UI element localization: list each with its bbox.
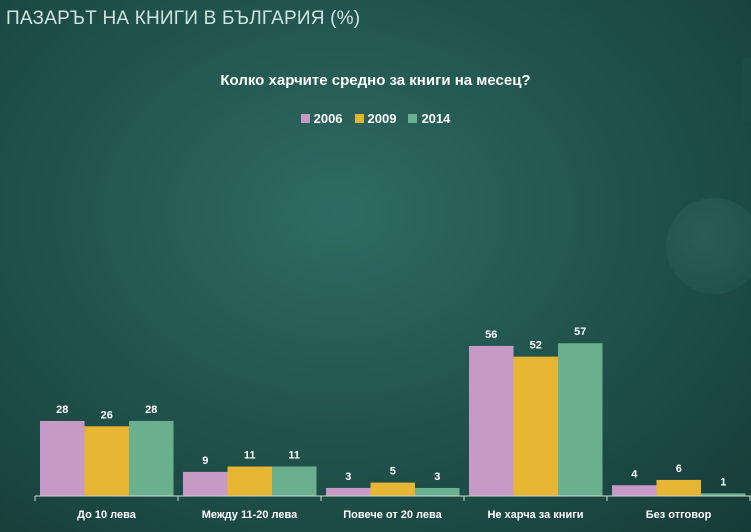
category-label-1: Между 11-20 лева <box>202 509 298 521</box>
bar-2014-1 <box>272 466 317 496</box>
data-label-2006-2: 3 <box>345 471 351 483</box>
legend-swatch-2006 <box>300 114 310 123</box>
data-label-2006-0: 28 <box>56 404 68 416</box>
legend-label-2009: 2009 <box>367 111 397 126</box>
bar-2006-1 <box>183 471 228 496</box>
category-label-3: Не харча за книги <box>487 509 583 521</box>
bar-2009-0 <box>84 426 129 496</box>
bar-2014-0 <box>129 420 174 496</box>
chart-title: Колко харчите средно за книги на месец? <box>220 72 531 89</box>
chart-legend: 2006 2009 2014 <box>0 111 751 126</box>
legend-swatch-2009 <box>354 114 364 123</box>
bar-2006-3 <box>469 345 514 496</box>
data-label-2014-0: 28 <box>145 404 157 416</box>
bar-2009-2 <box>370 482 415 496</box>
bar-2006-2 <box>326 487 371 496</box>
bar-2014-2 <box>415 487 460 496</box>
bar-2009-3 <box>513 356 558 496</box>
bar-2014-4 <box>701 493 746 496</box>
data-label-2009-2: 5 <box>390 466 396 478</box>
bar-2006-0 <box>40 420 85 496</box>
data-label-2014-4: 1 <box>720 476 726 488</box>
legend-label-2006: 2006 <box>313 111 343 126</box>
data-label-2006-4: 4 <box>631 468 638 480</box>
legend-item-2014: 2014 <box>408 111 450 126</box>
data-label-2014-1: 11 <box>288 450 300 462</box>
legend-item-2009: 2009 <box>354 111 397 126</box>
data-label-2009-0: 26 <box>101 409 113 421</box>
bar-2006-4 <box>612 485 657 496</box>
data-label-2014-2: 3 <box>434 471 440 483</box>
legend-swatch-2014 <box>408 114 418 123</box>
page-title: ПАЗАРЪТ НА КНИГИ В БЪЛГАРИЯ (%) <box>6 8 361 29</box>
data-label-2009-4: 6 <box>676 463 682 475</box>
data-label-2014-3: 57 <box>574 326 586 338</box>
bar-2009-4 <box>656 479 701 496</box>
bar-2009-1 <box>227 466 272 496</box>
legend-label-2014: 2014 <box>421 111 451 126</box>
decorative-circle <box>666 198 751 294</box>
legend-item-2006: 2006 <box>300 111 343 126</box>
category-label-4: Без отговор <box>646 509 712 521</box>
data-label-2006-1: 9 <box>202 455 208 467</box>
decorative-bar <box>742 58 751 122</box>
category-label-2: Повече от 20 лева <box>343 509 442 521</box>
data-label-2009-3: 52 <box>530 340 542 352</box>
category-label-0: До 10 лева <box>77 509 137 521</box>
data-label-2009-1: 11 <box>244 450 256 462</box>
bar-2014-3 <box>558 343 603 496</box>
data-label-2006-3: 56 <box>485 329 497 341</box>
